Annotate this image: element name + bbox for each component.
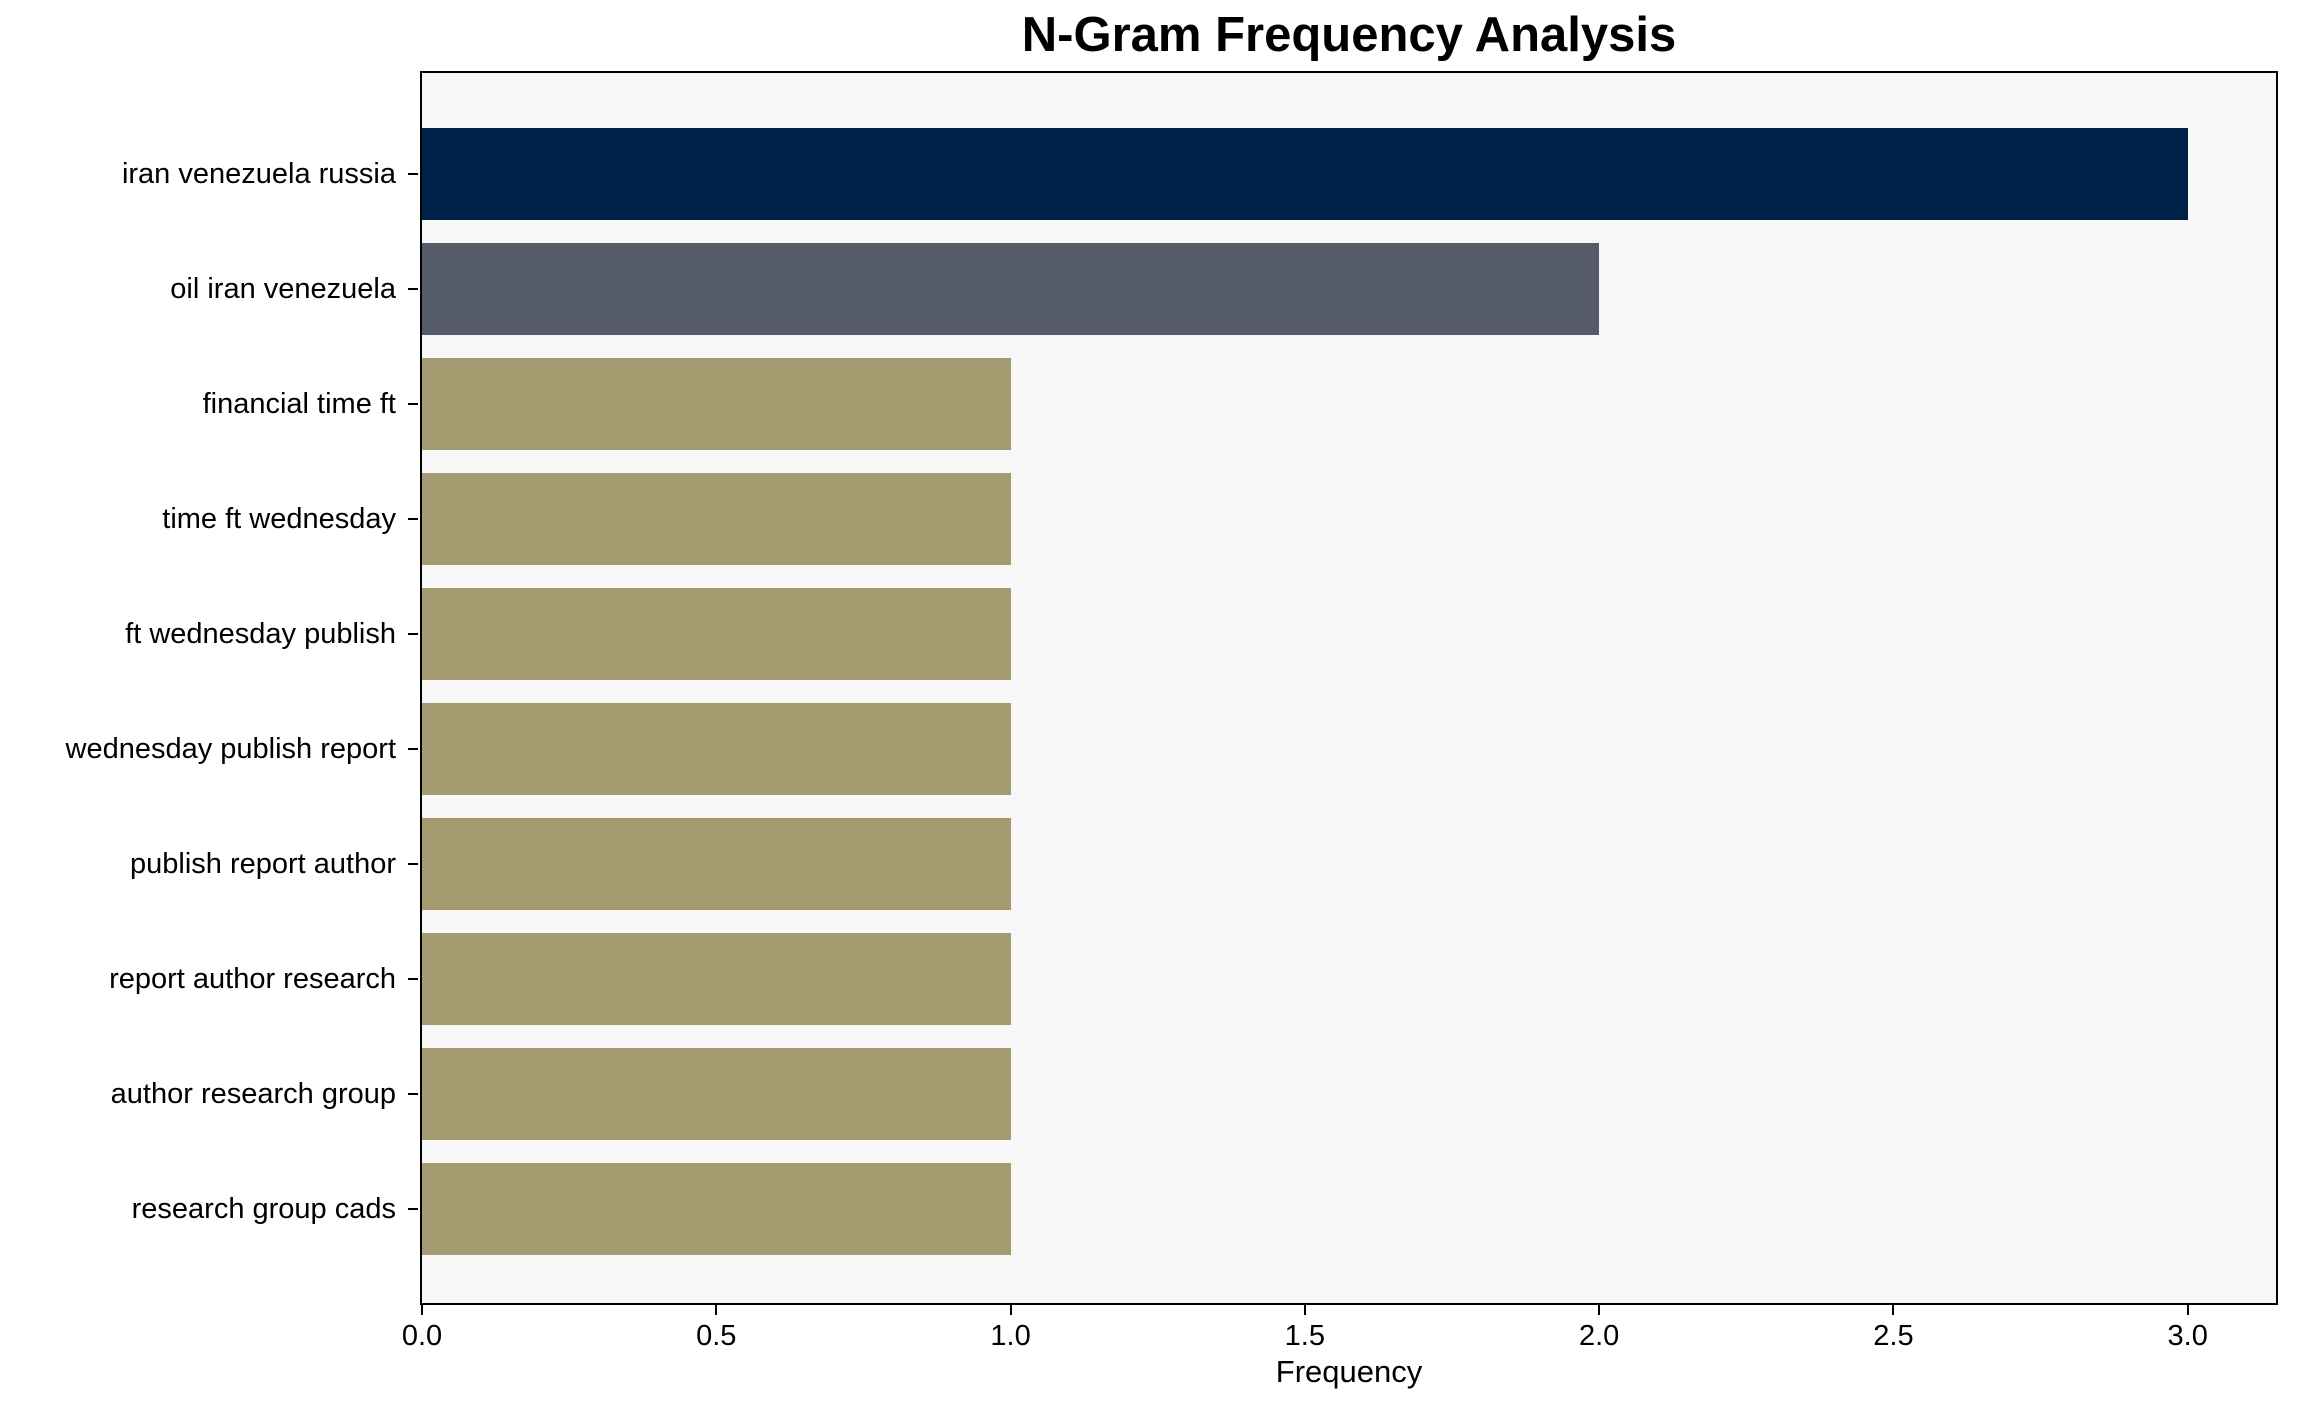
x-tick-mark (715, 1305, 718, 1315)
y-tick-label: time ft wednesday (162, 503, 396, 535)
bar (422, 703, 1011, 795)
bar (422, 588, 1011, 680)
y-tick-mark (408, 173, 418, 175)
x-tick-label: 1.5 (1284, 1320, 1326, 1352)
x-tick-label: 1.0 (990, 1320, 1031, 1352)
x-tick-mark (421, 1305, 423, 1315)
y-tick-label: report author research (109, 963, 396, 995)
y-tick-mark (408, 1208, 418, 1210)
y-tick-label: ft wednesday publish (125, 618, 396, 650)
x-tick-mark (1303, 1305, 1306, 1315)
x-tick-label: 3.0 (2167, 1320, 2208, 1352)
y-tick-mark (408, 748, 418, 750)
bar (422, 933, 1011, 1025)
y-tick-mark (408, 978, 418, 980)
y-tick-label: oil iran venezuela (170, 273, 396, 305)
y-tick-label: wednesday publish report (65, 733, 396, 765)
y-tick-mark (408, 518, 418, 520)
y-tick-label: publish report author (130, 848, 396, 880)
bar (422, 473, 1011, 565)
y-tick-mark (408, 863, 418, 865)
bar (422, 128, 2188, 220)
x-tick-label: 0.5 (696, 1320, 737, 1352)
y-tick-mark (408, 1093, 418, 1095)
y-tick-mark (408, 288, 418, 290)
x-axis-title: Frequency (1275, 1354, 1423, 1389)
y-tick-label: research group cads (131, 1193, 396, 1225)
bar (422, 1163, 1011, 1255)
y-tick-label: financial time ft (202, 388, 396, 420)
x-tick-label: 2.5 (1873, 1320, 1914, 1352)
x-tick-mark (2186, 1305, 2189, 1315)
plot-area (420, 71, 2278, 1305)
bar (422, 818, 1011, 910)
y-tick-label: author research group (110, 1078, 396, 1110)
bar (422, 358, 1011, 450)
x-tick-label: 0.0 (401, 1320, 443, 1352)
x-tick-mark (1598, 1305, 1601, 1315)
bar (422, 243, 1600, 335)
bar (422, 1048, 1011, 1140)
y-tick-mark (408, 403, 418, 405)
x-tick-mark (1009, 1305, 1012, 1315)
chart-title: N-Gram Frequency Analysis (1021, 8, 1677, 62)
y-tick-mark (408, 633, 418, 635)
x-tick-mark (1892, 1305, 1895, 1315)
x-tick-label: 2.0 (1578, 1320, 1620, 1352)
y-tick-label: iran venezuela russia (121, 158, 396, 190)
